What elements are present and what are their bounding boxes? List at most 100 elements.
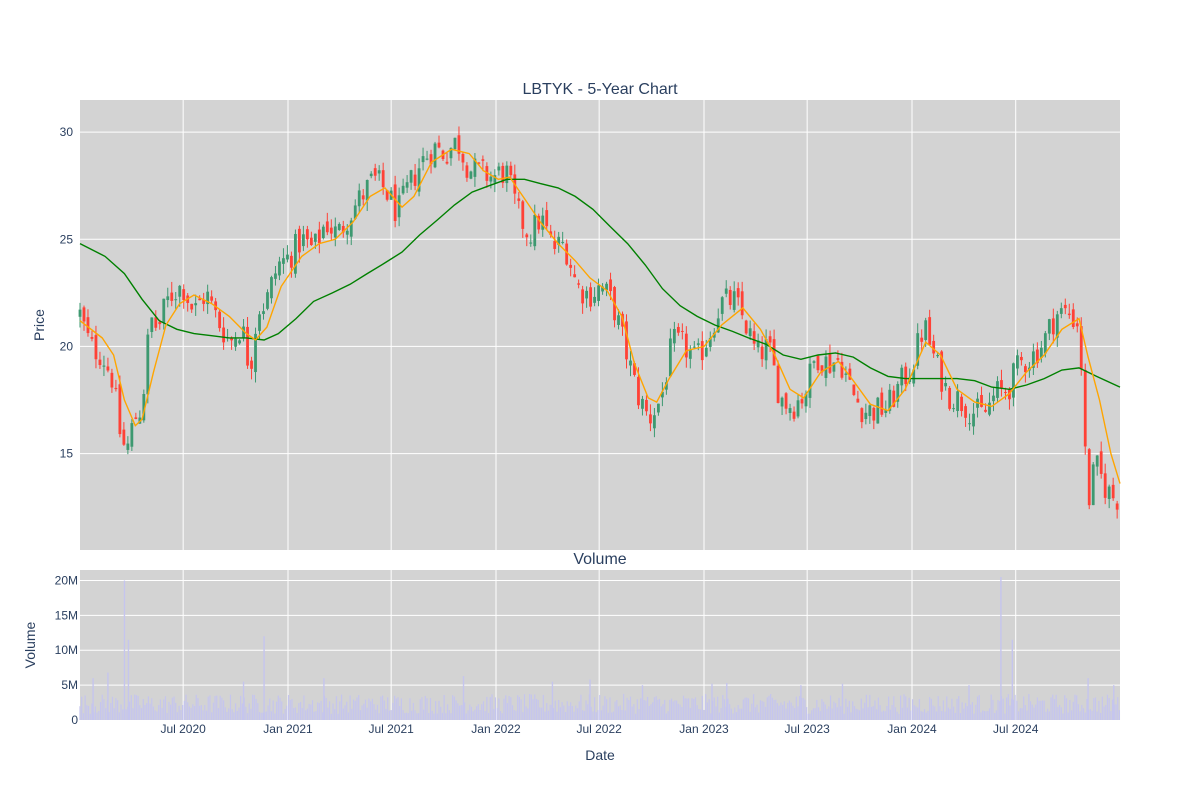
volume-bar xyxy=(893,696,895,720)
volume-bar xyxy=(686,698,688,720)
volume-bar xyxy=(472,711,474,720)
candle-body xyxy=(784,393,788,409)
candle-body xyxy=(549,231,553,235)
volume-bar xyxy=(383,700,385,720)
volume-bar xyxy=(381,695,384,720)
volume-bar xyxy=(884,711,886,720)
volume-bar xyxy=(520,699,522,720)
volume-bar xyxy=(612,711,614,720)
candle-body xyxy=(86,317,90,334)
volume-bar xyxy=(525,706,527,720)
candle-body xyxy=(433,143,437,168)
volume-bar xyxy=(330,713,332,720)
volume-bar xyxy=(217,708,220,720)
volume-bar xyxy=(708,699,710,720)
volume-bar xyxy=(1079,711,1081,720)
volume-bar xyxy=(1055,694,1057,720)
volume-bar xyxy=(433,713,435,720)
volume-bar xyxy=(817,707,820,720)
candle-body xyxy=(110,372,114,388)
candle-body xyxy=(852,384,856,395)
candle-body xyxy=(465,165,469,178)
volume-bar xyxy=(1118,710,1121,720)
candle-body xyxy=(90,337,94,339)
candle-body xyxy=(585,290,589,299)
volume-bar xyxy=(855,708,857,720)
volume-bar xyxy=(270,711,273,720)
candle-body xyxy=(401,185,405,194)
volume-bar xyxy=(132,708,134,720)
candle-body xyxy=(593,296,596,303)
volume-bar xyxy=(1108,698,1110,720)
volume-bar xyxy=(303,695,305,720)
candle-body xyxy=(477,162,481,164)
candle-body xyxy=(856,398,860,403)
volume-bar xyxy=(1086,698,1088,720)
volume-bar xyxy=(276,701,278,720)
volume-bar xyxy=(399,705,401,720)
volume-bar xyxy=(747,698,750,720)
volume-bar xyxy=(310,704,312,720)
volume-bar xyxy=(446,704,449,720)
candle-body xyxy=(309,237,313,246)
volume-bar xyxy=(828,706,830,720)
volume-bar xyxy=(327,707,329,720)
volume-bar xyxy=(874,700,876,720)
volume-bar xyxy=(1058,704,1061,720)
volume-bar xyxy=(255,698,257,720)
volume-bar xyxy=(479,710,481,720)
price-y-tick-label: 30 xyxy=(60,125,74,139)
volume-bar xyxy=(1017,711,1020,720)
volume-bar xyxy=(746,697,748,720)
volume-bar xyxy=(188,706,191,720)
volume-bar xyxy=(111,696,114,720)
volume-bar xyxy=(812,708,815,720)
volume-bar xyxy=(166,712,168,720)
volume-bar xyxy=(1024,705,1027,720)
candle-body xyxy=(768,336,772,343)
candle-body xyxy=(1079,326,1083,370)
volume-bar xyxy=(1084,712,1086,720)
volume-bar xyxy=(624,710,626,720)
volume-bar xyxy=(373,704,375,720)
volume-bar xyxy=(110,703,112,720)
volume-bar xyxy=(540,707,543,720)
volume-bar xyxy=(1050,697,1052,720)
candle-body xyxy=(1075,323,1079,327)
volume-bar xyxy=(688,698,690,720)
candle-body xyxy=(242,326,245,338)
volume-bar xyxy=(260,712,262,720)
candle-body xyxy=(952,408,955,410)
volume-spike-bar xyxy=(589,679,591,720)
volume-bar xyxy=(629,696,632,720)
volume-bar xyxy=(118,712,120,720)
volume-spike-bar xyxy=(968,685,970,720)
volume-bar xyxy=(262,712,264,720)
volume-bar xyxy=(845,698,847,720)
volume-bar xyxy=(737,705,739,720)
volume-bar xyxy=(359,710,361,720)
candle-body xyxy=(1103,473,1107,498)
volume-bar xyxy=(320,700,322,720)
candle-body xyxy=(912,369,916,384)
candle-body xyxy=(808,363,812,398)
volume-bar xyxy=(882,710,885,720)
volume-y-tick-label: 15M xyxy=(55,608,78,622)
candle-body xyxy=(1095,455,1099,467)
candle-body xyxy=(493,175,497,183)
volume-bar xyxy=(595,712,597,720)
volume-bar xyxy=(325,697,327,720)
candle-body xyxy=(988,402,991,415)
volume-bar xyxy=(234,703,237,720)
volume-bar xyxy=(1023,696,1025,720)
volume-bar xyxy=(1035,704,1037,720)
candle-body xyxy=(609,279,612,292)
volume-bar xyxy=(513,710,515,720)
candle-body xyxy=(1035,349,1039,364)
volume-bar xyxy=(691,698,693,720)
candle-body xyxy=(820,365,824,373)
volume-bar xyxy=(144,705,146,720)
volume-bar xyxy=(146,703,148,720)
volume-bar xyxy=(676,700,678,720)
volume-bar xyxy=(294,707,297,720)
